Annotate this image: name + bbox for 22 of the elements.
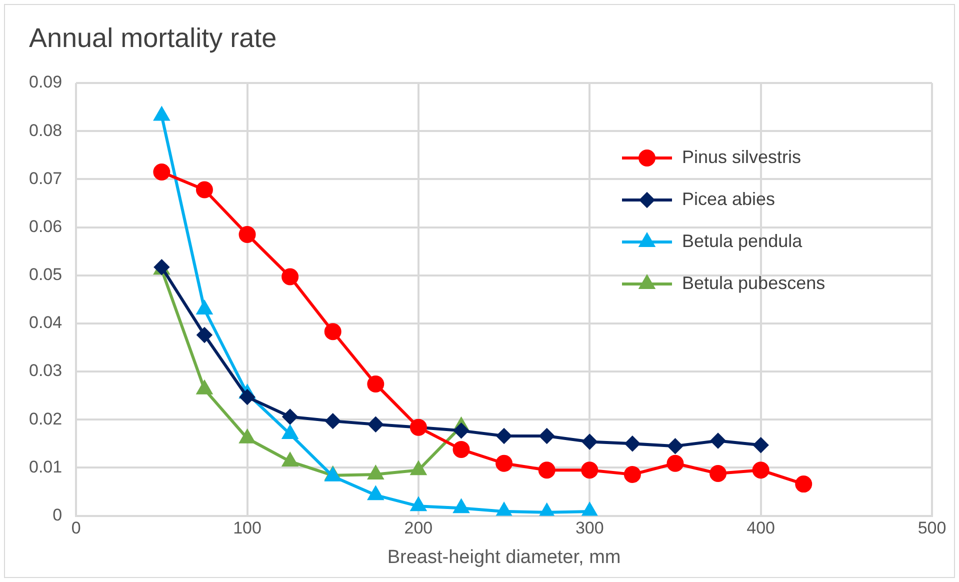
y-tick-label: 0.01 [28,457,62,476]
chart-title: Annual mortality rate [29,23,277,54]
x-tick-label: 500 [918,518,946,538]
x-tick-label: 200 [404,518,433,538]
y-tick-label: 0.02 [28,409,62,428]
y-tick-label: 0.09 [28,72,62,92]
y-tick-label: 0.04 [28,313,62,332]
legend-label: Picea abies [682,188,776,209]
legend-label: Betula pubescens [682,272,826,293]
x-tick-label: 0 [71,518,81,538]
x-axis-title: Breast-height diameter, mm [387,546,621,568]
y-tick-label: 0.05 [28,265,62,284]
legend-label: Betula pendula [682,230,804,251]
y-tick-label: 0.06 [28,216,62,236]
y-tick-label: 0.08 [28,120,62,140]
x-tick-label: 400 [746,518,776,538]
y-tick-label: 0.07 [28,168,62,188]
x-tick-label: 300 [575,518,604,538]
legend-label: Pinus silvestris [682,146,802,167]
y-tick-label: 0.03 [28,361,62,380]
y-tick-label: 0 [52,505,62,524]
x-tick-label: 100 [233,518,262,538]
